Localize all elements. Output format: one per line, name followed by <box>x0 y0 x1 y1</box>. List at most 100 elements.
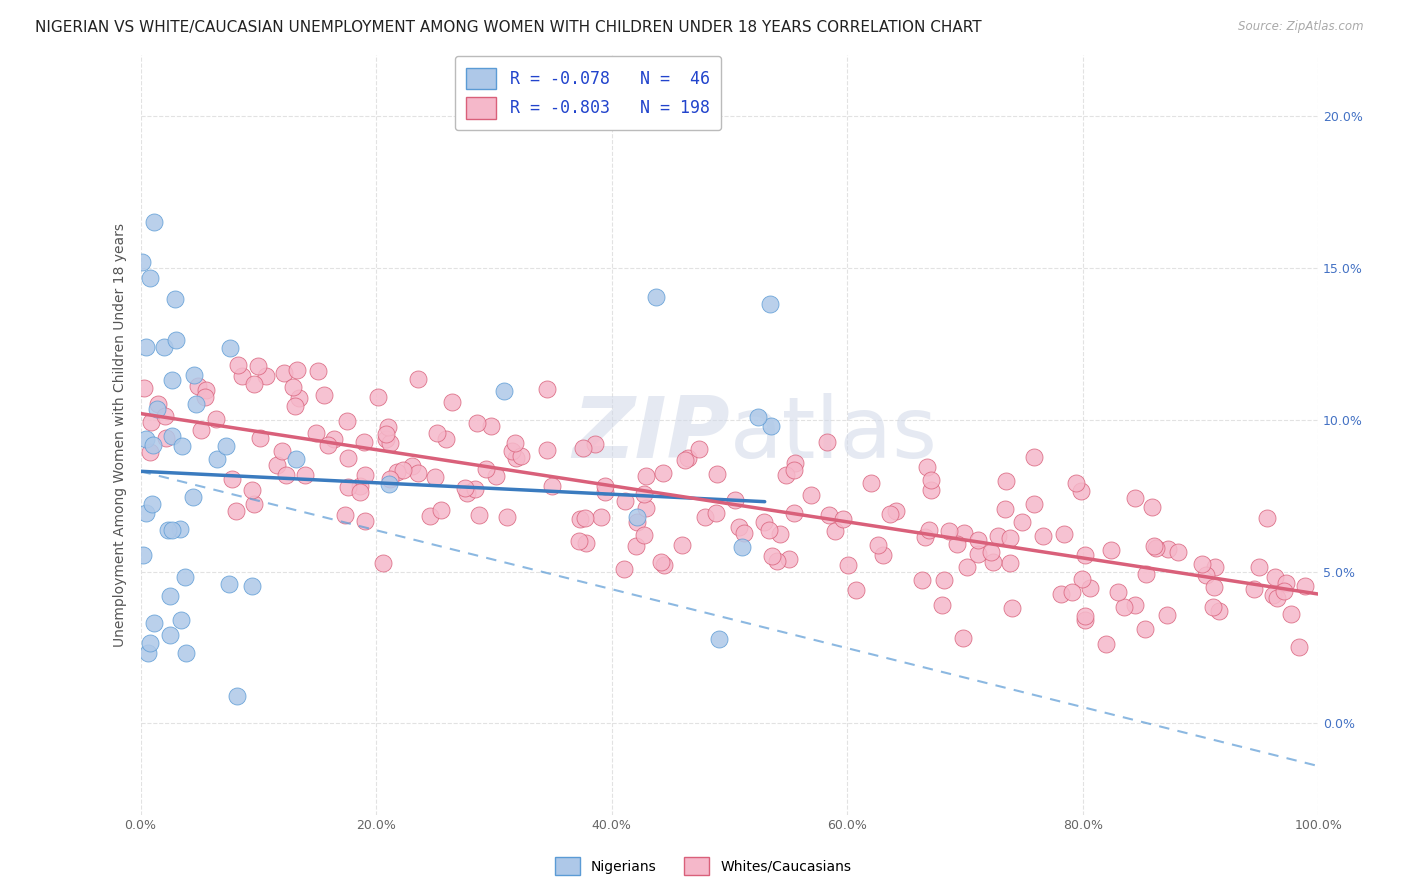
Point <box>165 292 187 306</box>
Point <box>626 515 648 529</box>
Point <box>614 493 637 508</box>
Point <box>170 439 193 453</box>
Point <box>707 632 730 646</box>
Point <box>1099 543 1122 558</box>
Point <box>214 439 236 453</box>
Point <box>307 364 329 378</box>
Point <box>273 366 295 380</box>
Point <box>995 474 1018 488</box>
Text: Source: ZipAtlas.com: Source: ZipAtlas.com <box>1239 20 1364 33</box>
Point <box>1264 570 1286 584</box>
Point <box>441 395 464 409</box>
Point <box>284 399 307 413</box>
Point <box>673 453 696 467</box>
Point <box>169 522 191 536</box>
Point <box>505 451 527 466</box>
Point <box>336 451 359 466</box>
Point <box>652 467 675 481</box>
Point <box>373 556 395 570</box>
Point <box>572 442 595 456</box>
Point <box>142 438 165 452</box>
Point <box>724 492 747 507</box>
Point <box>914 530 936 544</box>
Point <box>955 559 977 574</box>
Point <box>419 509 441 524</box>
Point <box>249 431 271 445</box>
Point <box>494 384 516 399</box>
Point <box>323 432 346 446</box>
Point <box>884 503 907 517</box>
Point <box>136 646 159 660</box>
Point <box>1074 608 1097 623</box>
Point <box>1261 588 1284 602</box>
Point <box>800 488 823 502</box>
Point <box>143 616 166 631</box>
Point <box>676 450 699 465</box>
Point <box>354 467 377 482</box>
Point <box>1070 484 1092 499</box>
Point <box>135 432 157 446</box>
Point <box>932 574 955 588</box>
Point <box>162 429 184 443</box>
Point <box>349 485 371 500</box>
Point <box>775 467 797 482</box>
Point <box>1000 600 1022 615</box>
Point <box>761 549 783 564</box>
Point <box>758 523 780 537</box>
Point <box>174 646 197 660</box>
Point <box>434 432 457 446</box>
Point <box>1060 584 1083 599</box>
Point <box>1071 572 1094 586</box>
Point <box>509 449 531 463</box>
Point <box>380 472 402 486</box>
Point <box>148 397 170 411</box>
Point <box>759 297 782 311</box>
Point <box>453 481 475 495</box>
Point <box>818 508 841 522</box>
Point <box>987 529 1010 543</box>
Point <box>374 432 396 446</box>
Point <box>1256 511 1278 525</box>
Point <box>1247 560 1270 574</box>
Point <box>225 503 247 517</box>
Point <box>141 415 163 429</box>
Point <box>783 456 806 470</box>
Point <box>304 425 326 440</box>
Point <box>155 431 177 445</box>
Point <box>314 388 336 402</box>
Point <box>426 425 449 440</box>
Point <box>1133 622 1156 636</box>
Text: ZIP: ZIP <box>572 393 730 476</box>
Point <box>132 548 155 562</box>
Point <box>845 583 868 598</box>
Point <box>574 511 596 525</box>
Point <box>1294 579 1316 593</box>
Point <box>1265 591 1288 605</box>
Point <box>377 420 399 434</box>
Point <box>401 458 423 473</box>
Point <box>349 479 371 493</box>
Legend: R = -0.078   N =  46, R = -0.803   N = 198: R = -0.078 N = 46, R = -0.803 N = 198 <box>454 56 721 130</box>
Point <box>378 477 401 491</box>
Point <box>430 503 453 517</box>
Point <box>585 437 607 451</box>
Point <box>778 551 800 566</box>
Point <box>636 468 658 483</box>
Point <box>1279 607 1302 622</box>
Point <box>650 555 672 569</box>
Point <box>221 472 243 486</box>
Point <box>731 541 754 555</box>
Point <box>1074 548 1097 562</box>
Point <box>536 443 558 458</box>
Point <box>392 463 415 477</box>
Text: atlas: atlas <box>730 393 938 476</box>
Point <box>316 438 339 452</box>
Point <box>536 382 558 396</box>
Point <box>1288 640 1310 655</box>
Point <box>815 434 838 449</box>
Point <box>1032 529 1054 543</box>
Point <box>636 500 658 515</box>
Point <box>980 545 1002 559</box>
Point <box>135 340 157 354</box>
Point <box>337 480 360 494</box>
